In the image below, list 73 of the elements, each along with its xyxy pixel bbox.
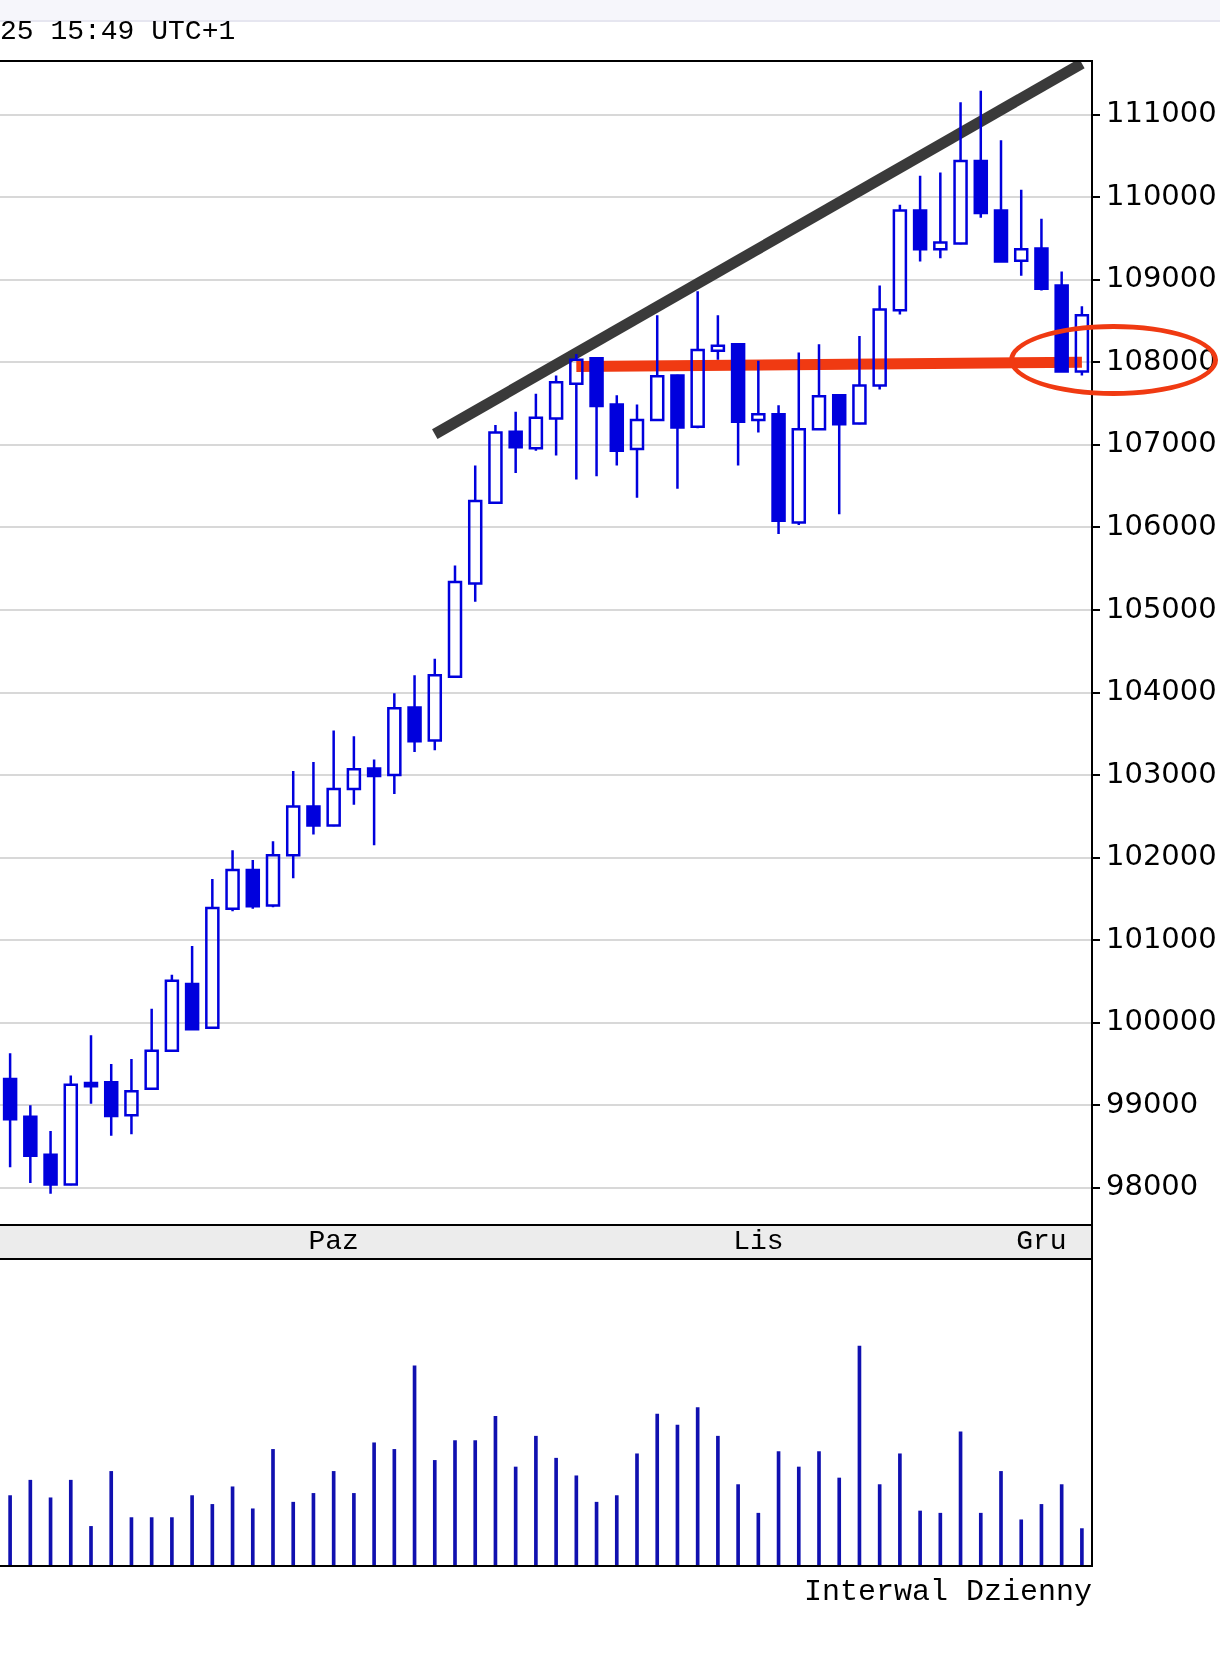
candlestick <box>225 848 240 913</box>
bar <box>8 1495 12 1566</box>
bar <box>352 1493 356 1566</box>
bar <box>1019 1519 1024 1566</box>
bar <box>817 1451 821 1566</box>
bar <box>999 1471 1003 1566</box>
candlestick <box>933 171 948 260</box>
bar <box>68 1479 73 1566</box>
bar <box>837 1477 842 1566</box>
bar <box>372 1442 376 1566</box>
bar <box>1080 1528 1084 1566</box>
bar <box>554 1457 558 1566</box>
y-tick-label: 103000 <box>1106 755 1217 790</box>
bar <box>736 1484 740 1566</box>
candlestick <box>205 877 220 1029</box>
bar <box>716 1435 720 1566</box>
y-tick-label: 110000 <box>1106 177 1217 212</box>
candlestick <box>467 464 483 603</box>
candlestick <box>852 334 867 425</box>
bar <box>473 1440 478 1566</box>
bar <box>918 1510 922 1566</box>
bar <box>89 1526 93 1566</box>
bar <box>250 1508 255 1566</box>
bar <box>291 1501 296 1566</box>
candlestick <box>427 657 443 752</box>
candlestick <box>872 284 887 391</box>
bar <box>898 1453 902 1566</box>
bar <box>453 1440 457 1566</box>
bar <box>271 1449 275 1566</box>
y-tick-label: 106000 <box>1106 507 1217 542</box>
candlestick <box>528 392 544 452</box>
bar <box>109 1471 114 1566</box>
y-tick-label: 104000 <box>1106 673 1217 708</box>
bar <box>432 1460 437 1566</box>
y-tick-label: 105000 <box>1106 590 1217 625</box>
text: Interwal Dzienny <box>803 1575 1092 1609</box>
y-tick-label: 102000 <box>1106 838 1217 873</box>
x-tick-label: Lis <box>733 1226 784 1258</box>
y-tick-label: 107000 <box>1106 425 1217 460</box>
y-tick-label: 98000 <box>1106 1168 1199 1203</box>
bar <box>614 1495 619 1566</box>
chart-subtitle: 25 15:49 UTC+1 <box>0 16 236 47</box>
candlestick <box>548 374 564 457</box>
y-tick-label: 109000 <box>1106 260 1217 295</box>
bar <box>796 1466 801 1566</box>
y-tick-label: 111000 <box>1106 95 1217 130</box>
bar <box>190 1495 194 1566</box>
candlestick <box>710 314 726 362</box>
candlestick <box>751 359 766 434</box>
y-tick-label: 99000 <box>1106 1085 1199 1120</box>
bar <box>534 1435 538 1566</box>
candlestick <box>649 314 665 422</box>
bar <box>635 1453 639 1566</box>
bar <box>170 1517 174 1566</box>
candlestick <box>629 403 645 499</box>
candlestick <box>144 1007 159 1091</box>
candlestick <box>791 351 807 527</box>
candlestick <box>326 729 341 827</box>
candlestick <box>1013 188 1029 277</box>
y-tick-label: 101000 <box>1106 920 1217 955</box>
candlestick <box>690 290 705 430</box>
candlestick <box>953 101 968 245</box>
x-tick-label: Gru <box>1016 1226 1067 1258</box>
x-tick-label: Paz <box>308 1226 359 1258</box>
bar <box>978 1512 983 1566</box>
candlestick <box>346 735 362 807</box>
candlestick <box>124 1057 139 1136</box>
candlestick <box>285 769 301 880</box>
candlestick <box>569 352 584 481</box>
y-tick-label: 100000 <box>1106 1003 1217 1038</box>
candlestick <box>811 342 827 431</box>
bar <box>655 1413 660 1566</box>
candlestick <box>387 692 402 796</box>
